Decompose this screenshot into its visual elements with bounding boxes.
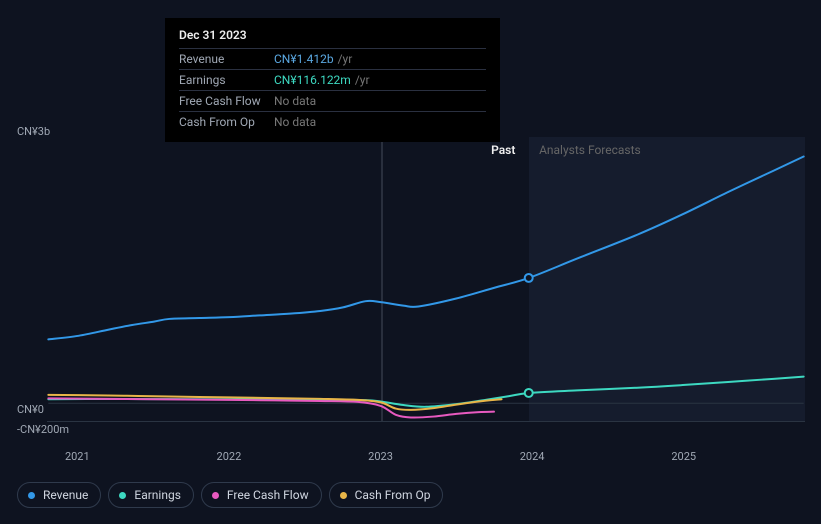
x-axis-tick: 2025 bbox=[671, 450, 696, 463]
tooltip-unit: /yr bbox=[338, 52, 353, 66]
tooltip-metric-label: Cash From Op bbox=[179, 115, 274, 129]
series-marker bbox=[525, 274, 533, 282]
legend-dot-icon bbox=[212, 492, 219, 499]
tooltip-unit: /yr bbox=[355, 73, 370, 87]
legend-item[interactable]: Revenue bbox=[17, 482, 101, 508]
tooltip-metric-label: Free Cash Flow bbox=[179, 94, 274, 108]
series-line bbox=[48, 377, 803, 407]
legend-dot-icon bbox=[28, 492, 35, 499]
x-axis-tick: 2024 bbox=[520, 450, 545, 463]
x-axis-tick: 2021 bbox=[65, 450, 90, 463]
tooltip-metric-value: CN¥1.412b bbox=[274, 52, 334, 66]
legend-label: Revenue bbox=[43, 488, 88, 502]
hover-tooltip: Dec 31 2023 RevenueCN¥1.412b/yrEarningsC… bbox=[165, 18, 500, 142]
tooltip-metric-value: CN¥116.122m bbox=[274, 73, 351, 87]
chart-svg bbox=[47, 137, 805, 421]
tooltip-row: EarningsCN¥116.122m/yr bbox=[179, 69, 486, 90]
tooltip-row: Free Cash FlowNo data bbox=[179, 90, 486, 111]
y-axis-label-top: CN¥3b bbox=[17, 125, 50, 138]
series-marker bbox=[525, 389, 533, 397]
legend-dot-icon bbox=[119, 492, 126, 499]
series-line bbox=[48, 157, 803, 340]
x-axis-tick: 2023 bbox=[368, 450, 393, 463]
tooltip-metric-value: No data bbox=[274, 94, 316, 108]
tooltip-row: RevenueCN¥1.412b/yr bbox=[179, 48, 486, 69]
tooltip-metric-label: Revenue bbox=[179, 52, 274, 66]
legend-item[interactable]: Cash From Op bbox=[329, 482, 444, 508]
legend-label: Cash From Op bbox=[355, 488, 431, 502]
y-axis-label-zero: CN¥0 bbox=[17, 403, 44, 416]
tooltip-row: Cash From OpNo data bbox=[179, 111, 486, 132]
plot-region[interactable]: Past Analysts Forecasts bbox=[47, 137, 805, 422]
chart-area: CN¥3b CN¥0 -CN¥200m Past Analysts Foreca… bbox=[17, 125, 807, 425]
tooltip-metric-value: No data bbox=[274, 115, 316, 129]
y-axis-label-bottom: -CN¥200m bbox=[17, 423, 69, 436]
series-line bbox=[48, 395, 501, 410]
legend: Revenue Earnings Free Cash Flow Cash From O… bbox=[17, 482, 443, 508]
legend-label: Free Cash Flow bbox=[227, 488, 309, 502]
legend-label: Earnings bbox=[134, 488, 181, 502]
legend-item[interactable]: Earnings bbox=[108, 482, 194, 508]
tooltip-metric-label: Earnings bbox=[179, 73, 274, 87]
legend-item[interactable]: Free Cash Flow bbox=[201, 482, 322, 508]
tooltip-date: Dec 31 2023 bbox=[179, 28, 486, 42]
legend-dot-icon bbox=[340, 492, 347, 499]
x-axis-tick: 2022 bbox=[217, 450, 242, 463]
